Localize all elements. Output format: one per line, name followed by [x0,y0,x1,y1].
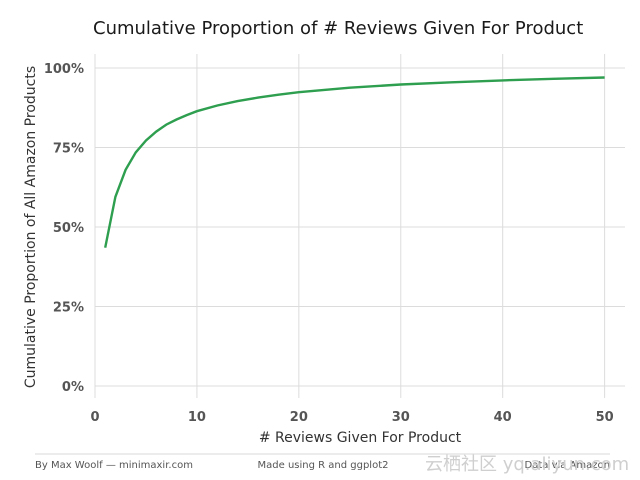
y-tick-labels: 0% 25% 50% 75% 100% [44,62,84,395]
x-tick-label: 50 [596,410,614,425]
watermark: 云栖社区 yq.aliyun.com [425,454,629,475]
x-tick-label: 0 [90,410,99,425]
y-tick-label: 100% [44,62,84,77]
x-tick-label: 20 [290,410,308,425]
footer-source: Data via Amazon [525,460,610,471]
y-tick-label: 0% [62,380,84,395]
series-line [104,76,605,248]
grid [94,54,625,398]
chart-title: Cumulative Proportion of # Reviews Given… [93,18,583,39]
y-tick-label: 50% [53,221,84,236]
x-tick-label: 10 [188,410,206,425]
footer-credit: By Max Woolf — minimaxir.com [35,460,193,471]
footer-tools: Made using R and ggplot2 [258,460,389,471]
y-tick-label: 75% [53,142,84,157]
x-tick-label: 40 [494,410,512,425]
y-axis-title: Cumulative Proportion of All Amazon Prod… [23,66,39,388]
x-axis-title: # Reviews Given For Product [259,430,462,446]
x-tick-labels: 0 10 20 30 40 50 [90,410,613,425]
y-tick-label: 25% [53,301,84,316]
x-tick-label: 30 [392,410,410,425]
